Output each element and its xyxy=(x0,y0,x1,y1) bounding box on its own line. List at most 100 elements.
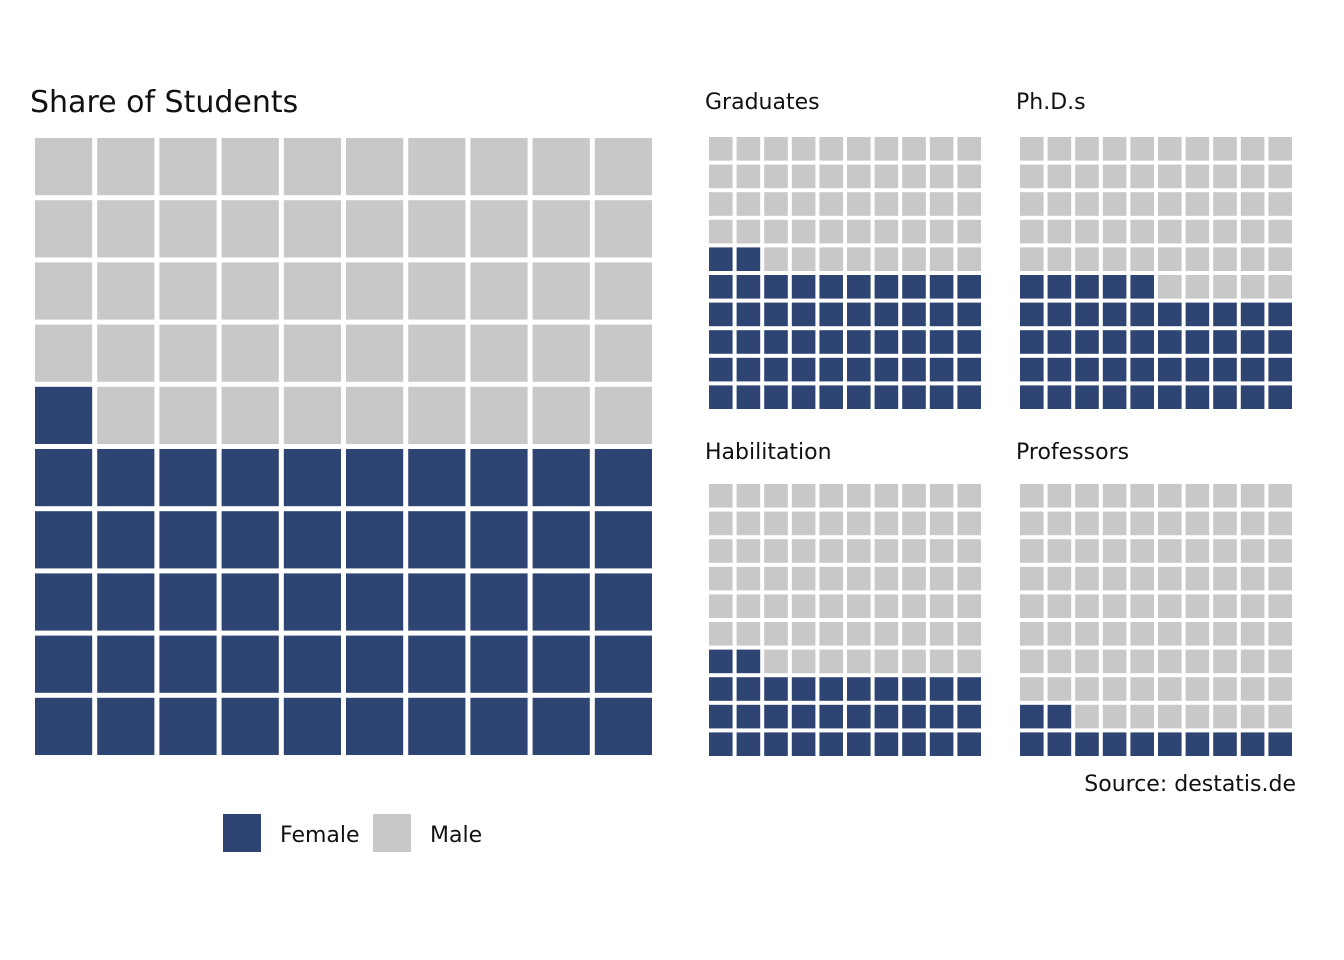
waffle-cell-students-female xyxy=(159,635,217,693)
waffle-cell-students-male xyxy=(97,200,155,258)
waffle-cell-professors-male xyxy=(1130,677,1154,701)
waffle-cell-professors-male xyxy=(1185,677,1210,701)
waffle-cell-phds-female xyxy=(1158,302,1182,327)
waffle-cell-phds-male xyxy=(1213,192,1237,216)
waffle-cell-phds-male xyxy=(1020,164,1044,189)
waffle-cell-graduates-male xyxy=(791,192,816,216)
waffle-cell-students-male xyxy=(594,324,652,382)
waffle-cell-graduates-female xyxy=(819,302,843,327)
waffle-cell-graduates-female xyxy=(764,385,788,409)
waffle-cell-graduates-female xyxy=(709,302,733,327)
panel-title-professors: Professors xyxy=(1016,440,1129,465)
waffle-cell-phds-male xyxy=(1130,219,1154,244)
waffle-cell-habilitation-male xyxy=(902,539,926,563)
waffle-cell-professors-male xyxy=(1185,622,1210,646)
waffle-cell-habilitation-female xyxy=(957,677,981,701)
waffle-cell-graduates-female xyxy=(847,330,871,354)
waffle-cell-habilitation-male xyxy=(929,484,954,508)
waffle-cell-professors-male xyxy=(1268,649,1292,674)
waffle-cell-professors-male xyxy=(1185,566,1210,591)
waffle-cell-phds-male xyxy=(1102,192,1127,216)
waffle-cell-students-female xyxy=(221,573,279,631)
waffle-cell-phds-female xyxy=(1075,385,1099,409)
waffle-cell-phds-female xyxy=(1130,357,1154,382)
waffle-cell-professors-male xyxy=(1185,484,1210,508)
waffle-cell-students-male xyxy=(470,386,528,444)
waffle-cell-habilitation-female xyxy=(929,677,954,701)
waffle-cell-phds-female xyxy=(1213,302,1237,327)
waffle-cell-graduates-female xyxy=(736,385,761,409)
waffle-cell-graduates-female xyxy=(764,275,788,299)
waffle-cell-graduates-male xyxy=(736,164,761,189)
waffle-cell-graduates-female xyxy=(736,302,761,327)
waffle-cell-phds-male xyxy=(1213,219,1237,244)
waffle-cell-professors-female xyxy=(1130,732,1154,756)
waffle-cell-professors-female xyxy=(1102,732,1127,756)
waffle-cell-habilitation-male xyxy=(929,649,954,674)
waffle-cell-habilitation-female xyxy=(736,677,761,701)
waffle-cell-habilitation-male xyxy=(902,511,926,536)
waffle-cell-phds-female xyxy=(1240,357,1265,382)
waffle-cell-students-female xyxy=(97,697,155,755)
waffle-cell-phds-female xyxy=(1047,302,1072,327)
waffle-cell-phds-female xyxy=(1268,385,1292,409)
waffle-cell-professors-male xyxy=(1240,511,1265,536)
waffle-cell-students-male xyxy=(532,200,590,258)
waffle-cell-habilitation-female xyxy=(874,704,899,729)
waffle-cell-phds-female xyxy=(1185,357,1210,382)
waffle-cell-habilitation-male xyxy=(902,566,926,591)
waffle-cell-phds-male xyxy=(1185,275,1210,299)
waffle-cell-students-female xyxy=(346,635,404,693)
waffle-cell-students-male xyxy=(159,138,217,196)
waffle-cell-professors-male xyxy=(1213,511,1237,536)
waffle-cell-graduates-female xyxy=(929,275,954,299)
waffle-cell-students-male xyxy=(35,138,93,196)
waffle-cell-students-female xyxy=(594,511,652,569)
waffle-cell-students-male xyxy=(97,324,155,382)
waffle-cell-graduates-female xyxy=(819,330,843,354)
waffle-cell-professors-male xyxy=(1185,704,1210,729)
waffle-cell-habilitation-male xyxy=(764,539,788,563)
waffle-cell-professors-male xyxy=(1075,566,1099,591)
waffle-cell-professors-male xyxy=(1047,677,1072,701)
waffle-cell-phds-male xyxy=(1020,192,1044,216)
waffle-cell-habilitation-male xyxy=(957,539,981,563)
waffle-cell-professors-male xyxy=(1102,566,1127,591)
waffle-cell-habilitation-male xyxy=(902,484,926,508)
waffle-cell-students-female xyxy=(470,573,528,631)
waffle-cell-graduates-male xyxy=(709,137,733,161)
waffle-cell-graduates-male xyxy=(736,192,761,216)
waffle-cell-students-female xyxy=(35,697,93,755)
waffle-cell-graduates-female xyxy=(791,275,816,299)
waffle-cell-graduates-male xyxy=(764,137,788,161)
waffle-cell-professors-male xyxy=(1268,484,1292,508)
waffle-cell-graduates-female xyxy=(847,302,871,327)
waffle-cell-phds-male xyxy=(1130,137,1154,161)
waffle-cell-professors-male xyxy=(1213,622,1237,646)
waffle-cell-graduates-female xyxy=(957,302,981,327)
waffle-cell-graduates-male xyxy=(819,192,843,216)
waffle-cell-professors-male xyxy=(1240,484,1265,508)
waffle-cell-graduates-female xyxy=(819,385,843,409)
waffle-cell-professors-female xyxy=(1158,732,1182,756)
waffle-cell-phds-male xyxy=(1240,275,1265,299)
waffle-cell-graduates-male xyxy=(764,219,788,244)
waffle-cell-habilitation-female xyxy=(874,732,899,756)
waffle-cell-students-male xyxy=(532,386,590,444)
waffle-cell-phds-female xyxy=(1047,357,1072,382)
waffle-cell-professors-male xyxy=(1158,539,1182,563)
waffle-cell-professors-male xyxy=(1102,484,1127,508)
waffle-cell-phds-male xyxy=(1158,192,1182,216)
waffle-cell-habilitation-female xyxy=(791,732,816,756)
waffle-cell-students-female xyxy=(532,573,590,631)
waffle-cell-habilitation-male xyxy=(874,484,899,508)
waffle-cell-students-male xyxy=(35,200,93,258)
waffle-cell-graduates-female xyxy=(874,302,899,327)
waffle-cell-graduates-female xyxy=(791,302,816,327)
waffle-cell-phds-male xyxy=(1130,192,1154,216)
waffle-cell-habilitation-male xyxy=(764,622,788,646)
waffle-cell-habilitation-male xyxy=(847,511,871,536)
waffle-cell-phds-female xyxy=(1130,330,1154,354)
waffle-cell-professors-male xyxy=(1213,484,1237,508)
waffle-cell-phds-male xyxy=(1047,192,1072,216)
